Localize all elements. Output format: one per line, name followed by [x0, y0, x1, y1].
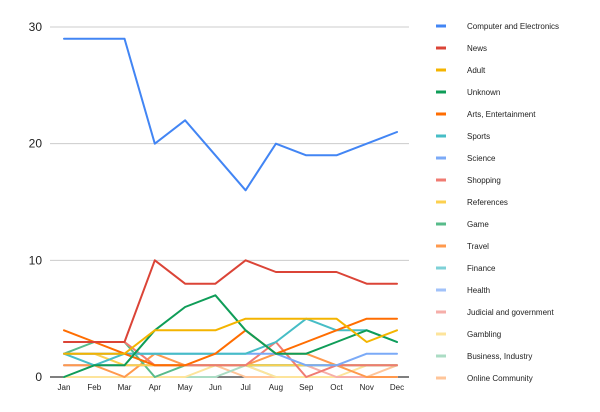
series-line-science — [64, 354, 397, 366]
legend-label: Health — [467, 286, 490, 295]
legend-label: Business, Industry — [467, 352, 532, 361]
x-axis-ticks: Jan Feb Mar Apr May Jun Jul Aug Sep Oct Nov Dec — [58, 383, 405, 392]
x-tick-label: Nov — [360, 383, 374, 392]
x-tick-label: Dec — [390, 383, 404, 392]
y-axis-ticks: 0 10 20 30 — [29, 20, 43, 384]
series-line-adult — [64, 319, 397, 354]
legend-item: Game — [436, 220, 489, 229]
x-tick-label: Apr — [149, 383, 162, 392]
series-line-references — [64, 354, 397, 366]
legend-item: Finance — [436, 264, 496, 273]
legend-item: Health — [436, 286, 490, 295]
legend-label: Unknown — [467, 88, 500, 97]
y-tick-label: 10 — [29, 253, 43, 267]
legend-item: Gambling — [436, 330, 501, 339]
legend: Computer and Electronics News Adult Unknown… — [436, 22, 559, 383]
legend-item: Science — [436, 154, 496, 163]
legend-item: Judicial and government — [436, 308, 554, 317]
series-line-finance — [64, 354, 397, 366]
x-tick-label: Oct — [330, 383, 343, 392]
legend-label: Science — [467, 154, 496, 163]
legend-item: References — [436, 198, 508, 207]
legend-label: Travel — [467, 242, 489, 251]
x-tick-label: May — [178, 383, 193, 392]
legend-item: Computer and Electronics — [436, 22, 559, 31]
x-tick-label: Jun — [209, 383, 222, 392]
legend-item: News — [436, 44, 487, 53]
legend-item: Travel — [436, 242, 489, 251]
legend-label: Finance — [467, 264, 496, 273]
legend-label: Computer and Electronics — [467, 22, 559, 31]
legend-item: Sports — [436, 132, 490, 141]
legend-label: References — [467, 198, 508, 207]
series-line-business-industry — [64, 365, 397, 377]
legend-item: Unknown — [436, 88, 500, 97]
legend-label: Adult — [467, 66, 486, 75]
x-tick-label: Sep — [299, 383, 314, 392]
legend-item: Shopping — [436, 176, 501, 185]
legend-label: Judicial and government — [467, 308, 554, 317]
legend-item: Arts, Entertainment — [436, 110, 536, 119]
x-tick-label: Aug — [269, 383, 283, 392]
legend-label: Shopping — [467, 176, 501, 185]
legend-item: Adult — [436, 66, 486, 75]
x-tick-label: Mar — [118, 383, 132, 392]
legend-label: Gambling — [467, 330, 501, 339]
series-lines — [64, 39, 397, 377]
x-tick-label: Jan — [58, 383, 71, 392]
x-tick-label: Jul — [241, 383, 251, 392]
legend-label: Online Community — [467, 374, 533, 383]
x-tick-label: Feb — [87, 383, 101, 392]
legend-item: Online Community — [436, 374, 533, 383]
legend-label: News — [467, 44, 487, 53]
legend-label: Sports — [467, 132, 490, 141]
y-tick-label: 20 — [29, 137, 43, 151]
y-tick-label: 30 — [29, 20, 43, 34]
legend-item: Business, Industry — [436, 352, 532, 361]
legend-label: Game — [467, 220, 489, 229]
y-tick-label: 0 — [35, 370, 42, 384]
line-chart: 0 10 20 30 Jan Feb Mar Apr May Jun Jul Aug Sep Oct No… — [0, 0, 600, 412]
series-line-computer-and-electronics — [64, 39, 397, 191]
legend-label: Arts, Entertainment — [467, 110, 536, 119]
